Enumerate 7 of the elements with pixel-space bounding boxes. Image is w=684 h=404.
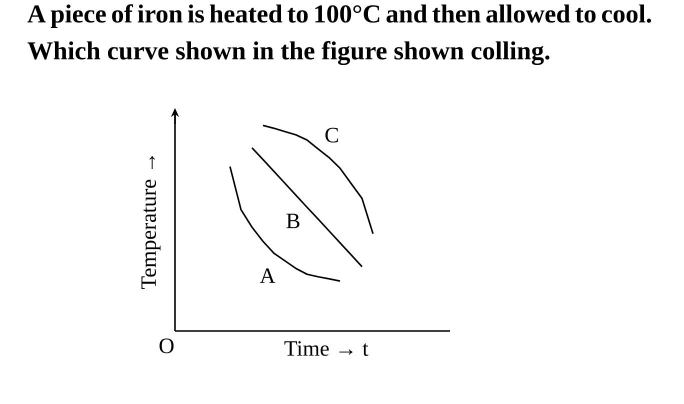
- chart-title: A piece of iron is heated to 100°C and then allowed to cool. Which curve shown in the figure shown colling.: [27, 4, 652, 66]
- x-axis-title: Time → t: [284, 341, 368, 356]
- y-axis-title: Temperature →: [141, 156, 160, 290]
- series-label: B: [286, 214, 300, 228]
- series-label: C: [325, 128, 338, 142]
- series-label: A: [260, 268, 276, 283]
- text: O: [160, 338, 174, 354]
